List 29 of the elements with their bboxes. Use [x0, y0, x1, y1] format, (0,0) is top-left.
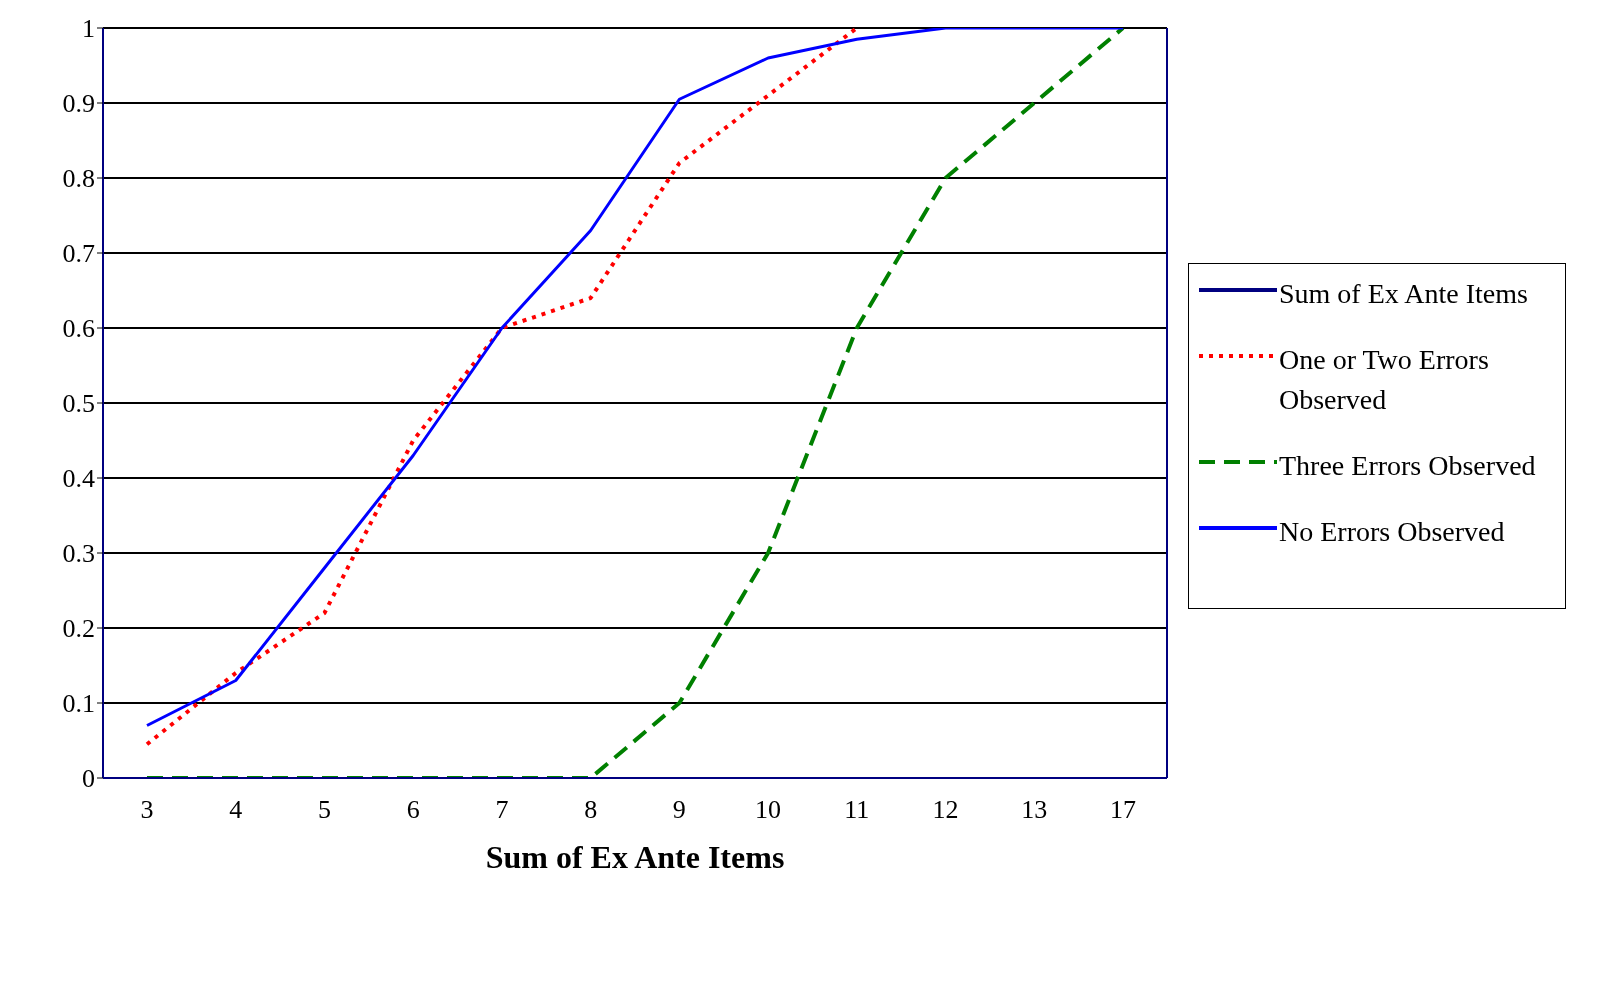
x-axis-title: Sum of Ex Ante Items	[485, 839, 785, 875]
y-tick-label: 0	[82, 764, 95, 794]
x-tick-label: 12	[932, 795, 959, 825]
line-series	[145, 28, 859, 747]
x-tick-label: 5	[317, 795, 331, 825]
y-tick-label: 0.5	[62, 389, 95, 419]
y-tick-label: 0.9	[62, 89, 95, 119]
y-tick-label: 0.1	[62, 689, 95, 719]
y-tick-label: 0.2	[62, 614, 95, 644]
legend-label: One or Two Errors Observed	[1279, 343, 1490, 417]
y-tick-label: 0.4	[62, 464, 95, 494]
x-tick-label: 3	[140, 795, 154, 825]
x-tick-label: 10	[755, 795, 782, 825]
x-tick-label: 13	[1021, 795, 1048, 825]
x-tick-label: 4	[229, 795, 243, 825]
x-tick-label: 7	[495, 795, 509, 825]
y-tick-label: 0.3	[62, 539, 95, 569]
legend-label: Sum of Ex Ante Items	[1279, 277, 1528, 311]
x-tick-label: 6	[406, 795, 420, 825]
legend-label: Three Errors Observed	[1279, 449, 1536, 483]
x-tick-label: 11	[844, 795, 870, 825]
x-tick-label: 17	[1110, 795, 1136, 825]
y-tick-label: 0.8	[62, 164, 95, 194]
y-tick-label: 0.6	[62, 314, 95, 344]
x-tick-label: 8	[584, 795, 598, 825]
y-tick-label: 0.7	[62, 239, 95, 269]
y-tick-label: 1	[82, 14, 95, 44]
x-tick-label: 9	[672, 795, 686, 825]
legend-label: No Errors Observed	[1279, 515, 1505, 549]
